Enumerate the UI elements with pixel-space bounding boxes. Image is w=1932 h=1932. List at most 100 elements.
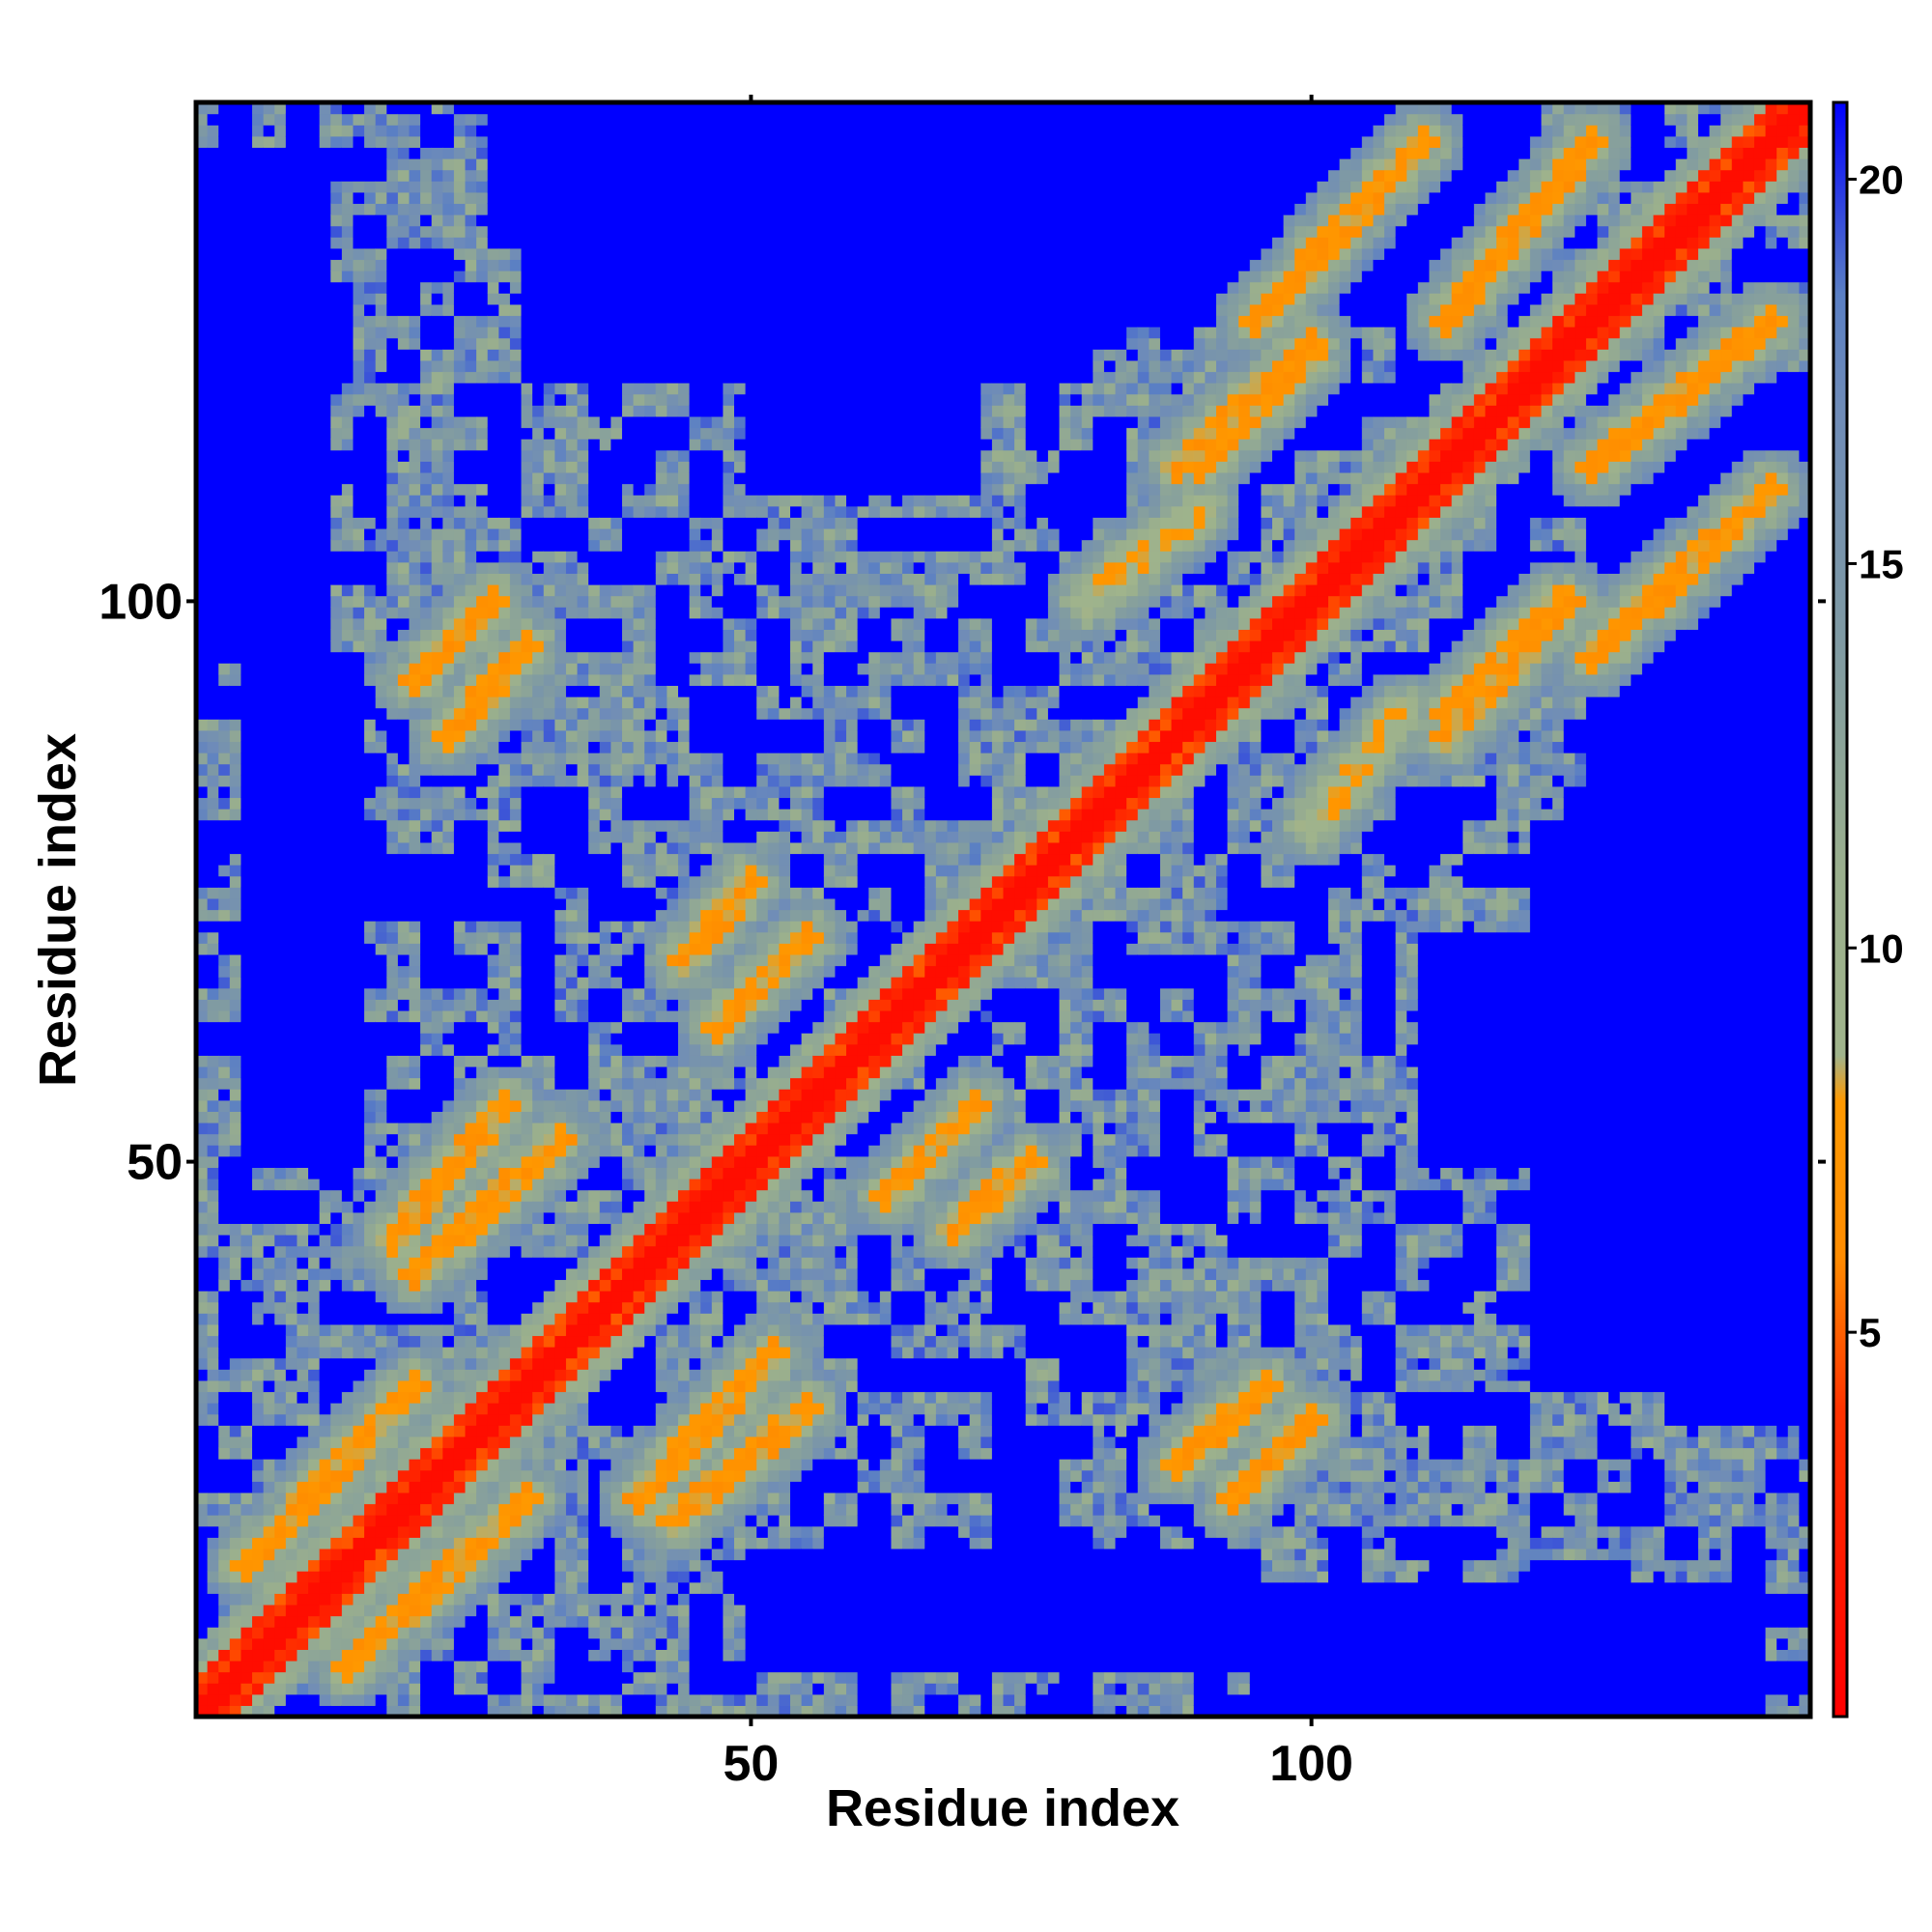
heat-cell (543, 1089, 555, 1101)
heat-cell (297, 247, 309, 261)
heat-cell (196, 1099, 209, 1112)
heat-cell (274, 539, 287, 552)
heat-cell (196, 1077, 209, 1090)
heat-cell (442, 135, 455, 149)
heat-cell (229, 517, 242, 529)
heat-cell (285, 1391, 298, 1404)
heat-cell (565, 371, 579, 384)
heat-cell (308, 1201, 321, 1213)
heat-cell (252, 1021, 265, 1034)
heat-cell (565, 405, 579, 417)
heat-cell (453, 315, 467, 327)
heat-cell (229, 1245, 242, 1258)
heat-cell (285, 237, 298, 249)
heat-cell (229, 359, 242, 373)
heat-cell (353, 359, 365, 373)
heat-cell (577, 1369, 589, 1381)
heat-cell (476, 371, 489, 384)
heat-cell (375, 943, 387, 955)
heat-cell (498, 673, 511, 687)
heat-cell (465, 1604, 477, 1617)
heat-cell (274, 1021, 287, 1034)
heat-cell (218, 371, 231, 384)
heat-cell (207, 1089, 219, 1101)
heat-cell (476, 775, 489, 787)
heat-cell (565, 1313, 579, 1325)
heat-cell (263, 113, 275, 126)
heat-cell (420, 561, 433, 574)
heat-cell (498, 1515, 511, 1527)
heat-cell (297, 629, 309, 641)
heat-cell (297, 113, 309, 126)
heat-cell (487, 415, 499, 429)
heat-cell (487, 841, 499, 855)
heat-cell (509, 281, 523, 294)
heat-cell (420, 113, 433, 126)
heat-cell (285, 1357, 298, 1370)
heat-cell (341, 135, 355, 149)
heat-cell (565, 1279, 579, 1292)
heat-cell (442, 1235, 455, 1247)
heat-cell (420, 125, 433, 137)
heat-cell (521, 797, 533, 810)
heat-cell (229, 315, 242, 327)
heat-cell (319, 225, 331, 238)
heat-cell (274, 1492, 287, 1505)
heat-cell (308, 897, 321, 911)
heat-cell (453, 1559, 467, 1572)
heat-cell (509, 1189, 523, 1202)
heat-cell (543, 1189, 555, 1202)
heat-cell (341, 270, 355, 283)
heat-cell (218, 1167, 231, 1179)
heat-cell (229, 775, 242, 787)
heat-cell (263, 785, 275, 799)
heat-cell (521, 707, 533, 720)
heat-cell (319, 865, 331, 877)
heat-cell (577, 707, 589, 720)
heat-cell (274, 1525, 287, 1538)
heat-cell (554, 1671, 567, 1684)
heat-cell (386, 495, 399, 507)
heat-cell (386, 573, 399, 585)
heat-cell (532, 853, 545, 866)
heat-cell (386, 809, 399, 821)
heat-cell (207, 943, 219, 955)
heat-cell (521, 1065, 533, 1079)
heat-cell (554, 685, 567, 697)
heat-cell (241, 853, 253, 866)
heat-cell (565, 775, 579, 787)
heat-cell (319, 1267, 331, 1281)
heat-cell (409, 1223, 421, 1236)
heat-cell (577, 965, 589, 978)
heat-cell (554, 1301, 567, 1314)
heat-cell (375, 1279, 387, 1292)
heat-cell (274, 1279, 287, 1292)
heat-cell (509, 841, 523, 855)
heat-cell (196, 1201, 209, 1213)
heat-cell (543, 943, 555, 955)
heat-cell (442, 113, 455, 126)
heat-cell (241, 629, 253, 641)
heat-cell (274, 1683, 287, 1695)
heat-cell (543, 1425, 555, 1437)
heat-cell (263, 471, 275, 485)
heat-cell (420, 461, 433, 473)
heat-cell (409, 853, 421, 866)
heat-cell (532, 1089, 545, 1101)
heat-cell (554, 707, 567, 720)
heat-cell (509, 1313, 523, 1325)
heat-cell (577, 1481, 589, 1493)
heat-cell (375, 921, 387, 933)
heat-cell (229, 191, 242, 205)
heat-cell (431, 775, 443, 787)
heat-cell (543, 977, 555, 989)
heat-cell (487, 1615, 499, 1628)
heat-cell (565, 1179, 579, 1191)
heat-cell (420, 753, 433, 765)
heat-cell (543, 1313, 555, 1325)
heat-cell (386, 561, 399, 574)
heat-cell (285, 1077, 298, 1090)
heat-cell (319, 763, 331, 776)
heat-cell (476, 1179, 489, 1191)
heat-cell (521, 393, 533, 406)
